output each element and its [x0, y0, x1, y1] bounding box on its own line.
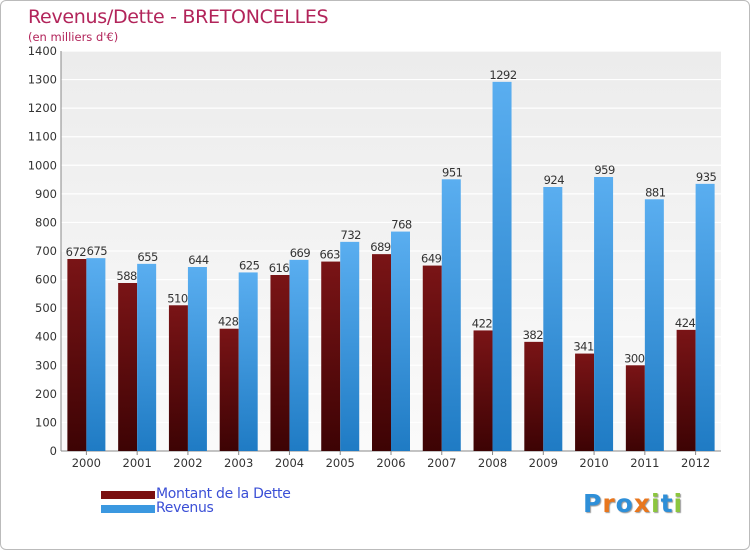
data-label-dette: 588 — [116, 269, 137, 283]
bar-dette — [219, 328, 239, 451]
data-label-revenus: 1292 — [489, 68, 516, 82]
bar-dette — [625, 365, 645, 451]
bar-revenus — [644, 199, 664, 451]
x-tick-label: 2006 — [376, 456, 405, 470]
x-tick-label: 2005 — [326, 456, 355, 470]
bar-dette — [270, 275, 290, 451]
data-label-revenus: 881 — [645, 185, 666, 199]
bar-revenus — [441, 179, 461, 452]
chart-subtitle: (en milliers d'€) — [28, 30, 119, 44]
data-label-revenus: 675 — [87, 244, 108, 258]
bar-revenus — [543, 187, 563, 451]
data-label-dette: 428 — [218, 315, 239, 329]
y-tick-label: 1300 — [28, 73, 57, 87]
bar-dette — [575, 353, 595, 451]
data-label-revenus: 924 — [544, 173, 565, 187]
x-tick-label: 2007 — [427, 456, 456, 470]
bar-revenus — [289, 259, 309, 451]
y-tick-label: 0 — [50, 444, 57, 458]
x-tick-label: 2009 — [529, 456, 558, 470]
x-tick-label: 2002 — [173, 456, 202, 470]
data-label-revenus: 951 — [442, 165, 463, 179]
data-label-revenus: 644 — [188, 253, 209, 267]
y-tick-label: 900 — [35, 187, 57, 201]
x-tick-label: 2001 — [123, 456, 152, 470]
bar-dette — [321, 261, 341, 451]
bar-revenus — [695, 183, 715, 451]
y-tick-label: 700 — [35, 244, 57, 258]
y-tick-label: 400 — [35, 330, 57, 344]
data-label-dette: 382 — [523, 328, 544, 342]
bar-dette — [524, 341, 544, 451]
y-tick-label: 1200 — [28, 101, 57, 115]
data-label-dette: 341 — [573, 340, 594, 354]
data-label-dette: 422 — [472, 316, 493, 330]
data-label-revenus: 669 — [290, 246, 311, 260]
data-label-dette: 649 — [421, 252, 442, 266]
data-label-dette: 616 — [269, 261, 290, 275]
x-tick-label: 2004 — [275, 456, 304, 470]
bar-dette — [118, 283, 138, 451]
data-label-revenus: 625 — [239, 258, 260, 272]
data-label-revenus: 655 — [137, 250, 158, 264]
legend-label-dette: Montant de la Dette — [156, 486, 291, 502]
data-label-dette: 689 — [370, 240, 391, 254]
y-tick-label: 100 — [35, 415, 57, 429]
data-label-dette: 424 — [675, 316, 696, 330]
x-tick-label: 2012 — [681, 456, 710, 470]
y-tick-label: 200 — [35, 387, 57, 401]
bar-revenus — [187, 267, 207, 451]
bar-revenus — [86, 258, 106, 451]
bar-dette — [67, 259, 87, 451]
bar-dette — [168, 305, 188, 451]
bar-dette — [676, 329, 696, 451]
y-tick-label: 800 — [35, 215, 57, 229]
logo-letter: i — [651, 489, 661, 518]
data-label-dette: 672 — [66, 245, 87, 259]
bar-revenus — [492, 81, 512, 451]
legend-label-revenus: Revenus — [156, 500, 214, 516]
logo-letter: o — [615, 489, 634, 518]
proxiti-logo: Proxiti — [583, 489, 683, 518]
logo-letter: r — [602, 489, 616, 518]
logo-letter: P — [583, 489, 603, 518]
legend-swatch-dette — [101, 491, 155, 499]
data-label-dette: 300 — [624, 351, 645, 365]
bar-revenus — [391, 231, 410, 451]
data-label-dette: 663 — [320, 248, 341, 262]
data-label-dette: 510 — [167, 291, 188, 305]
data-label-revenus: 768 — [391, 218, 412, 232]
logo-letter: i — [673, 489, 684, 518]
bar-dette — [372, 254, 391, 451]
bar-revenus — [340, 241, 360, 451]
y-tick-label: 300 — [35, 358, 57, 372]
y-tick-label: 500 — [35, 301, 57, 315]
x-tick-label: 2003 — [224, 456, 253, 470]
x-tick-label: 2000 — [72, 456, 101, 470]
bar-dette — [473, 330, 493, 451]
x-tick-label: 2011 — [630, 456, 659, 470]
logo-letter: x — [633, 489, 651, 518]
x-tick-label: 2010 — [579, 456, 608, 470]
bar-revenus — [594, 177, 614, 451]
bar-dette — [422, 265, 442, 451]
data-label-revenus: 732 — [341, 228, 362, 242]
y-tick-label: 600 — [35, 273, 57, 287]
bar-revenus — [238, 272, 258, 451]
x-tick-label: 2008 — [478, 456, 507, 470]
y-tick-label: 1000 — [28, 158, 57, 172]
data-label-revenus: 935 — [696, 170, 717, 184]
chart-title: Revenus/Dette - BRETONCELLES — [28, 6, 329, 28]
logo-letter: t — [660, 489, 674, 518]
data-label-revenus: 959 — [594, 163, 615, 177]
bar-revenus — [137, 263, 157, 451]
legend-swatch-revenus — [101, 505, 155, 513]
y-tick-label: 1100 — [28, 130, 57, 144]
y-tick-label: 1400 — [28, 44, 57, 58]
